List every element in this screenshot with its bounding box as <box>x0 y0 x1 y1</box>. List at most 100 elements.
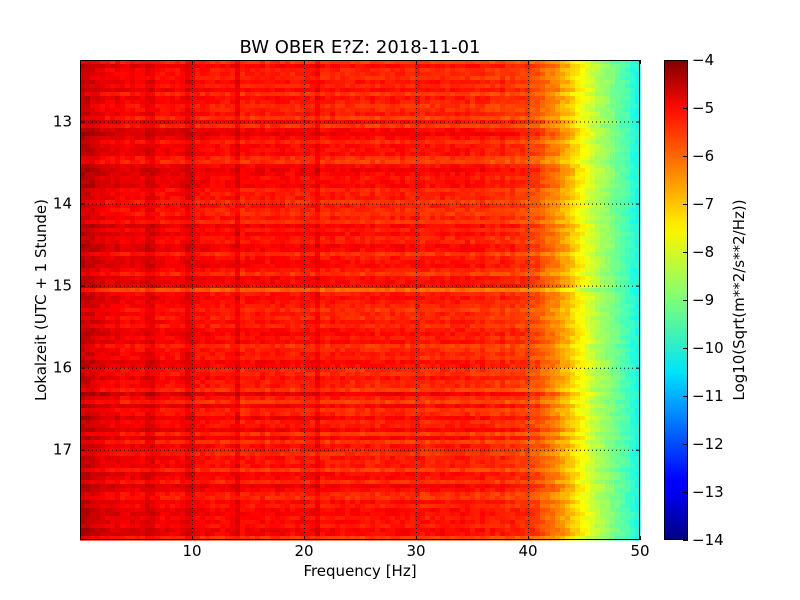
heatmap-cell <box>315 224 321 229</box>
heatmap-cell <box>560 120 566 125</box>
heatmap-cell <box>550 196 556 201</box>
heatmap-cell <box>410 60 416 65</box>
heatmap-cell <box>510 124 516 129</box>
heatmap-cell <box>565 132 571 137</box>
heatmap-cell <box>350 212 356 217</box>
heatmap-cell <box>365 136 371 141</box>
heatmap-cell <box>425 204 431 209</box>
heatmap-cell <box>445 68 451 73</box>
heatmap-cell <box>520 164 526 169</box>
heatmap-cell <box>630 172 636 177</box>
heatmap-cell <box>575 224 581 229</box>
heatmap-cell <box>600 228 606 233</box>
heatmap-cell <box>520 148 526 153</box>
heatmap-cell <box>215 100 221 105</box>
heatmap-cell <box>615 172 621 177</box>
heatmap-cell <box>275 132 281 137</box>
heatmap-cell <box>375 140 381 145</box>
heatmap-cell <box>205 88 211 93</box>
heatmap-cell <box>115 184 121 189</box>
heatmap-cell <box>140 132 146 137</box>
heatmap-cell <box>565 100 571 105</box>
heatmap-cell <box>245 232 251 237</box>
heatmap-cell <box>140 64 146 69</box>
heatmap-cell <box>485 116 491 121</box>
heatmap-cell <box>190 196 196 201</box>
heatmap-cell <box>340 116 346 121</box>
heatmap-cell <box>630 80 636 85</box>
heatmap-cell <box>175 156 181 161</box>
heatmap-cell <box>325 224 331 229</box>
heatmap-cell <box>320 104 326 109</box>
heatmap-cell <box>305 236 311 241</box>
heatmap-cell <box>125 60 131 65</box>
heatmap-cell <box>625 160 631 165</box>
heatmap-cell <box>515 176 521 181</box>
heatmap-cell <box>90 108 96 113</box>
heatmap-cell <box>625 148 631 153</box>
heatmap-cell <box>150 68 156 73</box>
heatmap-cell <box>425 140 431 145</box>
heatmap-cell <box>240 76 246 81</box>
heatmap-cell <box>535 148 541 153</box>
heatmap-cell <box>290 172 296 177</box>
heatmap-cell <box>465 180 471 185</box>
heatmap-cell <box>460 104 466 109</box>
heatmap-cell <box>185 60 191 65</box>
heatmap-cell <box>460 92 466 97</box>
heatmap-cell <box>140 68 146 73</box>
heatmap-cell <box>290 188 296 193</box>
heatmap-cell <box>625 172 631 177</box>
heatmap-cell <box>380 148 386 153</box>
heatmap-cell <box>415 188 421 193</box>
heatmap-cell <box>555 104 561 109</box>
heatmap-cell <box>125 216 131 221</box>
heatmap-cell <box>155 160 161 165</box>
heatmap-cell <box>155 196 161 201</box>
heatmap-cell <box>320 128 326 133</box>
heatmap-cell <box>540 160 546 165</box>
heatmap-cell <box>135 84 141 89</box>
heatmap-cell <box>370 188 376 193</box>
heatmap-cell <box>130 140 136 145</box>
heatmap-cell <box>535 108 541 113</box>
heatmap-cell <box>445 200 451 205</box>
heatmap-cell <box>375 60 381 65</box>
heatmap-cell <box>535 192 541 197</box>
heatmap-cell <box>395 184 401 189</box>
heatmap-cell <box>245 104 251 109</box>
heatmap-cell <box>575 116 581 121</box>
heatmap-cell <box>575 188 581 193</box>
heatmap-cell <box>430 76 436 81</box>
heatmap-cell <box>125 168 131 173</box>
heatmap-cell <box>465 80 471 85</box>
heatmap-cell <box>515 104 521 109</box>
heatmap-cell <box>385 168 391 173</box>
heatmap-cell <box>255 104 261 109</box>
heatmap-cell <box>310 100 316 105</box>
heatmap-cell <box>215 172 221 177</box>
heatmap-cell <box>525 80 531 85</box>
heatmap-cell <box>130 112 136 117</box>
heatmap-cell <box>115 196 121 201</box>
heatmap-cell <box>335 220 341 225</box>
heatmap-cell <box>515 76 521 81</box>
heatmap-cell <box>80 136 86 141</box>
heatmap-cell <box>545 140 551 145</box>
heatmap-cell <box>225 148 231 153</box>
heatmap-cell <box>355 160 361 165</box>
heatmap-cell <box>125 236 131 241</box>
heatmap-cell <box>425 200 431 205</box>
heatmap-cell <box>500 124 506 129</box>
heatmap-cell <box>245 136 251 141</box>
heatmap-cell <box>475 72 481 77</box>
heatmap-cell <box>510 176 516 181</box>
heatmap-cell <box>420 100 426 105</box>
heatmap-cell <box>110 232 116 237</box>
heatmap-cell <box>605 80 611 85</box>
heatmap-cell <box>315 124 321 129</box>
heatmap-cell <box>245 172 251 177</box>
heatmap-cell <box>265 60 271 65</box>
heatmap-cell <box>265 116 271 121</box>
heatmap-cell <box>260 156 266 161</box>
